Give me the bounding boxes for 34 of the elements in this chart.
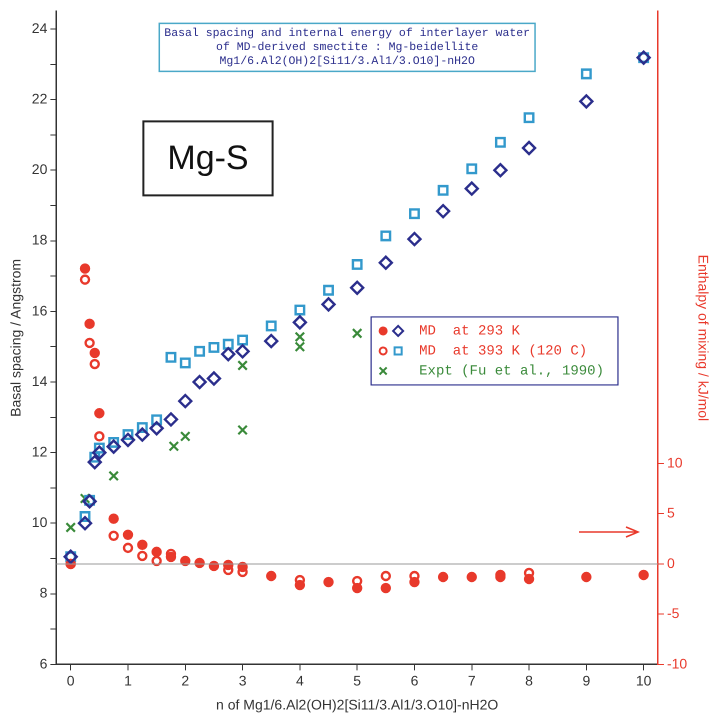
x-tick-label: 5 bbox=[353, 672, 362, 689]
y-tick-label: 20 bbox=[32, 161, 48, 178]
x-tick-label: 9 bbox=[582, 672, 590, 689]
y-tick-label: 6 bbox=[40, 655, 48, 672]
y-tick-label: 8 bbox=[40, 584, 48, 601]
y2-tick-label: -5 bbox=[666, 605, 680, 622]
y-tick-label: 16 bbox=[32, 302, 48, 318]
y-tick-label: 24 bbox=[32, 20, 48, 36]
x-tick-label: 4 bbox=[296, 672, 304, 689]
text: Basal spacing and internal energy of interlayer water of MD-derived smectite : Mg-beidellite Mg1/6.Al2(OH)2[Si11/3.Al1/3.O10]-nH2O bbox=[164, 27, 530, 68]
y-axis-title: Basal spacing / Angstrom bbox=[7, 258, 24, 417]
y2-tick-label: 10 bbox=[666, 454, 683, 470]
y-tick-label: 22 bbox=[32, 90, 48, 107]
legend-label: MD at 393 K (120 C) bbox=[419, 344, 588, 360]
x-tick-label: 10 bbox=[636, 672, 652, 689]
x-tick-label: 3 bbox=[238, 672, 247, 689]
y2-axis-title: Enthalpy of mixing / kJ/mol bbox=[696, 254, 712, 422]
x-tick-label: 7 bbox=[468, 672, 476, 689]
y-tick-label: 14 bbox=[32, 372, 48, 389]
y2-tick-label: 0 bbox=[666, 554, 675, 571]
y2-tick-label: -10 bbox=[666, 655, 688, 672]
x-axis-title: n of Mg1/6.Al2(OH)2[Si11/3.Al1/3.O10]-nH2O bbox=[216, 696, 498, 712]
x-tick-label: 2 bbox=[181, 672, 190, 689]
legend-label: Expt (Fu et al., 1990) bbox=[419, 364, 604, 380]
y2-tick-label: 5 bbox=[666, 504, 675, 521]
y-tick-label: 12 bbox=[32, 443, 48, 460]
x-tick-label: 1 bbox=[124, 672, 132, 689]
x-tick-label: 8 bbox=[525, 672, 534, 689]
annotation: Mg-S bbox=[167, 138, 249, 177]
y-tick-label: 10 bbox=[32, 514, 48, 530]
y-tick-label: 18 bbox=[32, 232, 48, 248]
legend-label: MD at 293 K bbox=[419, 324, 521, 340]
x-tick-label: 6 bbox=[410, 672, 419, 689]
x-tick-label: 0 bbox=[66, 672, 75, 689]
